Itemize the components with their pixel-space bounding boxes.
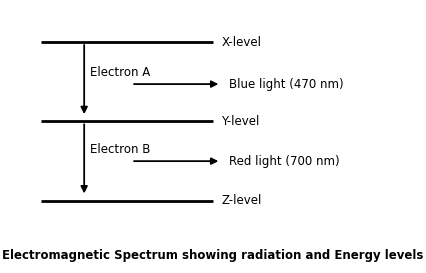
Text: Electron B: Electron B: [90, 143, 151, 156]
Text: Electromagnetic Spectrum showing radiation and Energy levels: Electromagnetic Spectrum showing radiati…: [2, 249, 424, 262]
Text: Red light (700 nm): Red light (700 nm): [229, 155, 340, 168]
Text: X-level: X-level: [221, 36, 261, 49]
Text: Electron A: Electron A: [90, 66, 150, 79]
Text: Y-level: Y-level: [221, 115, 259, 128]
Text: Z-level: Z-level: [221, 194, 262, 207]
Text: Blue light (470 nm): Blue light (470 nm): [229, 78, 344, 91]
